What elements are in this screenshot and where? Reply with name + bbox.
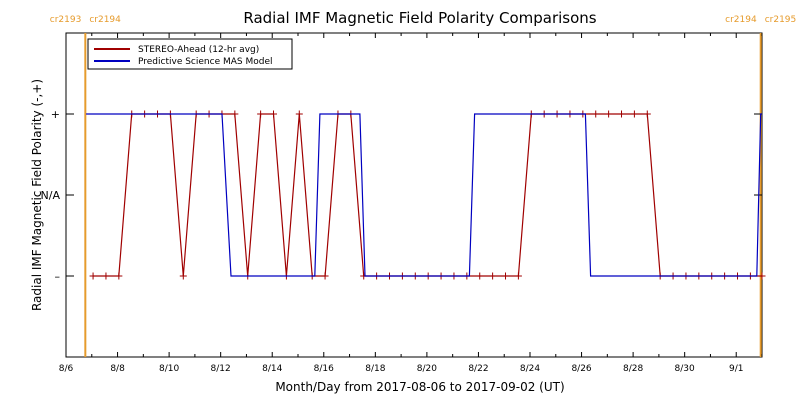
plot-frame [65,32,763,358]
data-point [476,272,484,280]
x-tick-label: 8/24 [520,364,540,374]
x-tick-label: 8/6 [59,364,74,374]
data-point [115,272,123,280]
x-axis-label: Month/Day from 2017-08-06 to 2017-09-02 … [275,380,564,394]
data-point [643,110,651,118]
data-point [489,272,497,280]
data-point [231,110,239,118]
legend: STEREO-Ahead (12-hr avg) Predictive Scien… [87,38,293,70]
data-point [605,110,613,118]
carrington-label-left: cr2193 [50,15,82,25]
x-tick-label: 9/1 [729,364,743,374]
data-point [102,272,110,280]
carrington-label-right: cr2195 [765,15,797,25]
x-tick-label: 8/16 [314,364,334,374]
x-tick-label: 8/22 [468,364,488,374]
series-line-1 [93,113,762,277]
data-point [89,272,97,280]
carrington-label-right: cr2194 [89,15,121,25]
data-point [321,272,329,280]
x-tick-label: 8/12 [211,364,231,374]
data-point [270,110,278,118]
x-tick-label: 8/30 [675,364,695,374]
plot-border [65,32,763,358]
x-tick-label: 8/20 [417,364,437,374]
data-point [758,272,766,280]
data-point [179,272,187,280]
data-point [295,110,303,118]
y-tick-label: – [55,270,61,283]
chart-title: Radial IMF Magnetic Field Polarity Compa… [243,9,596,27]
legend-entry: Predictive Science MAS Model [138,57,273,67]
legend-entry: STEREO-Ahead (12-hr avg) [138,45,259,55]
data-point [592,110,600,118]
x-tick-label: 8/10 [159,364,179,374]
carrington-label-left: cr2194 [725,15,757,25]
y-tick-label: + [51,108,60,121]
x-tick-label: 8/26 [571,364,591,374]
y-tick-label: N/A [41,189,61,202]
y-axis-label: Radial IMF Magnetic Field Polarity (-,+) [30,79,44,311]
axis-ticks: 8/6 8/8 8/10 8/12 8/14 8/16 8/18 8/20 8/22 8/24 8/… [41,33,763,374]
data-point [618,110,626,118]
data-point [630,110,638,118]
x-tick-label: 8/18 [365,364,385,374]
data-point [502,272,510,280]
x-tick-label: 8/28 [623,364,643,374]
series-lines [86,110,766,280]
x-tick-label: 8/8 [110,364,125,374]
legend-box [87,38,293,70]
data-point [257,110,265,118]
data-point [514,272,522,280]
x-tick-label: 8/14 [262,364,282,374]
series-line-2 [86,113,762,277]
